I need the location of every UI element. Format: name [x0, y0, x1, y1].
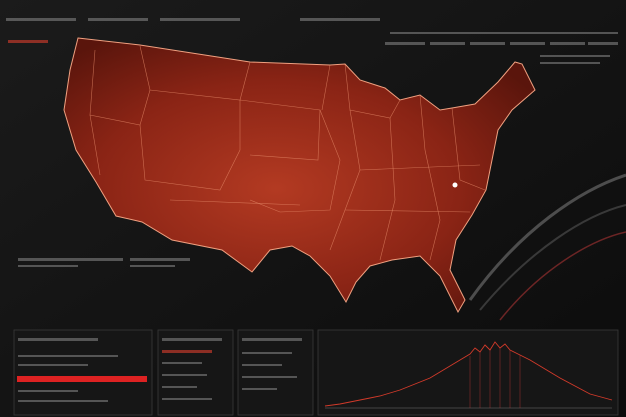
bottom-panels	[13, 329, 619, 416]
state-borders	[89, 45, 486, 261]
header	[6, 18, 618, 64]
swoosh	[468, 173, 626, 321]
highlight-bar	[17, 376, 147, 382]
mid-labels	[18, 258, 190, 267]
spark-line	[324, 341, 613, 407]
marker	[452, 182, 458, 188]
us-map	[63, 37, 536, 314]
